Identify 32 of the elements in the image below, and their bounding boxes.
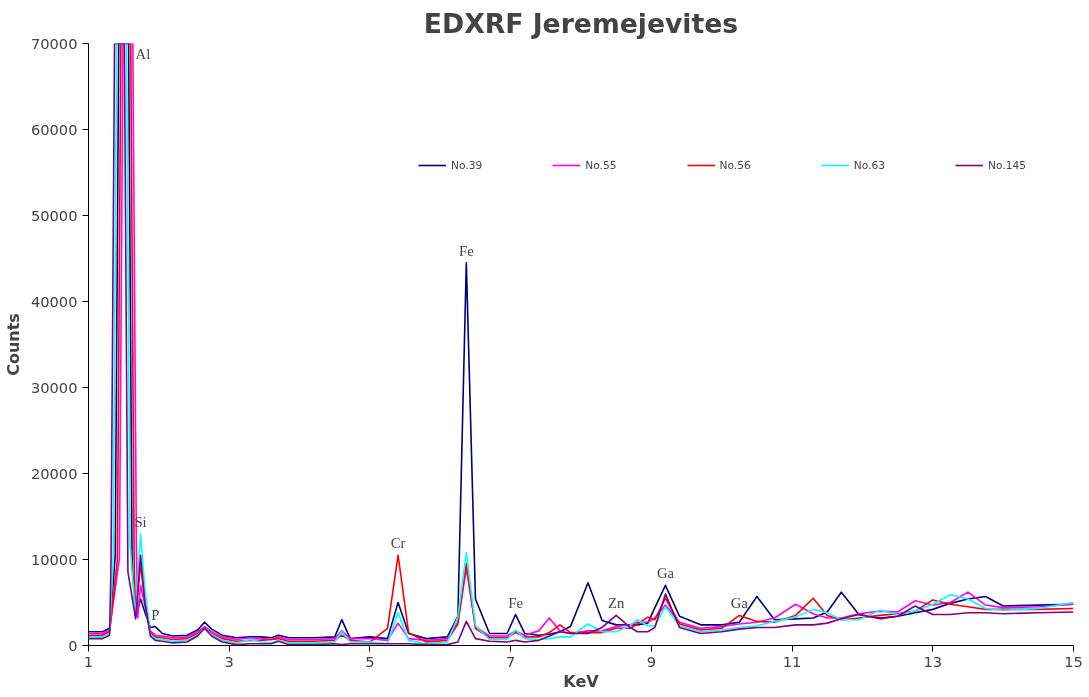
- y-tick-label: 0: [68, 636, 78, 654]
- y-tick-label: 40000: [30, 292, 78, 310]
- y-tick-label: 60000: [30, 120, 78, 138]
- x-tick-label: 13: [923, 652, 943, 670]
- x-tick-label: 9: [646, 652, 657, 670]
- annotation: Fe: [458, 242, 474, 259]
- annotation: Cr: [390, 535, 406, 552]
- annotation: Al: [135, 45, 151, 62]
- x-tick-label: 3: [224, 652, 234, 670]
- y-tick-label: 50000: [30, 206, 78, 224]
- y-tick-label: 70000: [30, 34, 78, 52]
- annotation: Ga: [656, 565, 675, 582]
- annotation: P: [151, 606, 160, 623]
- y-tick-label: 20000: [30, 464, 78, 482]
- legend-label: No.39: [451, 158, 483, 172]
- x-tick-label: 1: [83, 652, 94, 670]
- y-tick-label: 10000: [30, 550, 78, 568]
- x-tick-label: 15: [1064, 652, 1083, 670]
- legend-label: No.55: [585, 158, 617, 172]
- y-axis-title: Counts: [3, 313, 23, 376]
- x-tick-label: 7: [505, 652, 516, 670]
- legend-label: No.56: [719, 158, 751, 172]
- annotation: Ga: [730, 595, 749, 612]
- legend-label: No.63: [853, 158, 886, 172]
- annotation: Fe: [508, 594, 523, 611]
- legend-label: No.145: [988, 158, 1027, 172]
- y-tick-label: 30000: [30, 378, 78, 396]
- x-tick-label: 5: [365, 652, 375, 670]
- x-axis-title: KeV: [563, 671, 600, 691]
- chart-title: EDXRF Jeremejevites: [423, 7, 739, 39]
- annotation: Zn: [608, 595, 625, 612]
- x-tick-label: 11: [782, 652, 802, 670]
